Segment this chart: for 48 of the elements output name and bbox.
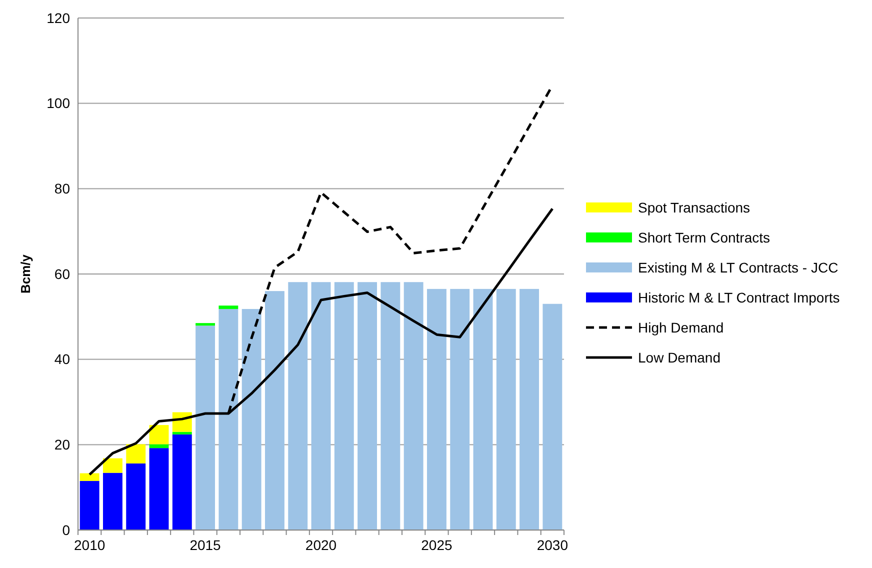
x-tick-label: 2025 xyxy=(421,537,452,553)
legend-label: Historic M & LT Contract Imports xyxy=(638,289,840,306)
bar xyxy=(149,444,169,448)
y-tick-label: 0 xyxy=(62,522,70,538)
bar xyxy=(218,306,238,309)
bar xyxy=(172,434,192,530)
legend-label: Short Term Contracts xyxy=(638,229,770,246)
bar xyxy=(426,288,446,530)
bar xyxy=(358,282,378,530)
bar xyxy=(80,480,100,530)
bar xyxy=(264,291,284,530)
bar xyxy=(126,463,146,530)
bar xyxy=(288,282,308,530)
bar xyxy=(334,282,354,530)
x-tick-label: 2010 xyxy=(74,537,106,553)
bar xyxy=(102,458,122,473)
bar xyxy=(102,472,122,530)
bar xyxy=(520,288,540,530)
bar xyxy=(311,282,331,530)
bar xyxy=(196,323,216,326)
legend-label: High Demand xyxy=(638,319,724,336)
bar xyxy=(242,308,262,530)
y-tick-label: 60 xyxy=(54,266,70,282)
legend-label: Spot Transactions xyxy=(638,199,750,216)
x-tick-label: 2030 xyxy=(536,537,568,553)
bar xyxy=(380,282,400,530)
bar xyxy=(149,448,169,530)
x-tick-label: 2020 xyxy=(305,537,337,553)
y-tick-label: 120 xyxy=(46,10,70,26)
bar xyxy=(126,444,146,464)
y-tick-label: 20 xyxy=(54,436,70,453)
y-tick-label: 80 xyxy=(54,180,70,197)
y-tick-label: 40 xyxy=(54,351,70,368)
bar xyxy=(80,473,100,481)
x-tick-label: 2015 xyxy=(190,537,222,553)
legend-label: Existing M & LT Contracts - JCC xyxy=(638,259,838,276)
bar xyxy=(196,326,216,530)
bar xyxy=(149,425,169,444)
bar xyxy=(172,432,192,434)
bar xyxy=(496,288,516,530)
bar xyxy=(542,304,562,530)
bar xyxy=(218,308,238,530)
y-axis-title: Bcm/y xyxy=(18,254,33,294)
y-tick-label: 100 xyxy=(46,95,70,112)
bar xyxy=(404,282,424,530)
legend-label: Low Demand xyxy=(638,349,720,366)
bar xyxy=(473,288,493,530)
bar xyxy=(450,288,470,530)
